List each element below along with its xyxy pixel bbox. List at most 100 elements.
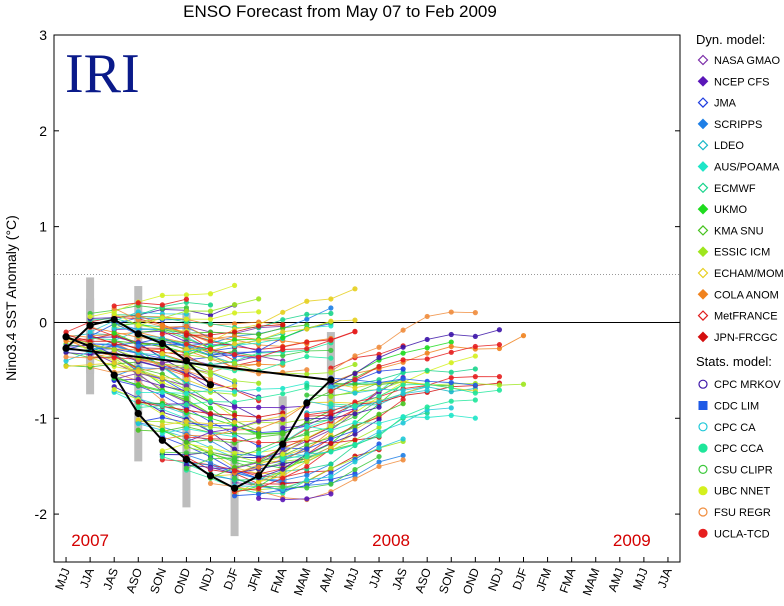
observed-point [110,315,118,324]
forecast-point [207,456,214,462]
legend-label: CPC CCA [714,443,764,455]
forecast-point [304,477,310,483]
forecast-point [159,315,165,321]
forecast-point [135,300,141,306]
legend-heading-dynamical: Dyn. model: [696,32,765,47]
y-axis-ticks: -2 -1 0 1 2 3 [35,27,680,522]
forecast-point [183,439,190,445]
forecast-point [159,454,165,460]
observed-point [62,344,70,352]
forecast-point [256,404,262,410]
forecast-point [183,387,190,393]
forecast-point [304,311,310,317]
legend-marker [698,486,708,496]
forecast-point [424,404,430,410]
forecast-point [304,298,310,304]
forecast-line [65,330,139,362]
legend-marker [697,203,709,215]
legend-label: FSU REGR [714,507,771,519]
forecast-point [207,346,214,352]
legend-label: CSU CLIPR [714,464,773,476]
forecast-point [231,351,238,358]
x-tick-label: JAS [100,566,121,591]
forecast-point [256,478,262,485]
x-tick-label: MJJ [341,566,362,591]
forecast-point [207,411,214,417]
forecast-point [183,426,190,432]
forecast-point [135,343,141,349]
forecast-point [159,389,165,395]
forecast-point [231,329,238,335]
forecast-point [135,399,141,405]
forecast-point [280,335,286,341]
forecast-point [183,372,190,378]
legend-marker [697,54,709,66]
forecast-point [448,331,454,338]
forecast-line [330,329,500,385]
forecast-point [304,367,310,373]
forecast-point [231,333,238,339]
legend-label: ECHAM/MOM [714,268,784,280]
forecast-point [159,331,165,337]
observed-point [86,342,94,351]
forecast-point [87,355,93,361]
forecast-point [328,474,334,480]
forecast-point [376,380,382,386]
forecast-point [352,427,358,434]
forecast-point [304,416,310,422]
legend-label: CPC MRKOV [714,379,781,391]
forecast-point [472,397,478,403]
forecast-point [352,329,358,335]
forecast-line [114,298,187,307]
forecast-point [87,333,93,339]
x-tick-label: SON [436,566,458,595]
forecast-point [256,418,262,424]
forecast-point [207,480,214,487]
forecast-point [256,296,262,302]
forecast-line [138,324,307,335]
forecast-point [400,327,406,333]
legend-marker [697,331,709,343]
forecast-line [258,493,331,501]
legend-label: AUS/POAMA [714,162,780,174]
forecast-point [472,366,478,372]
forecast-point [207,376,214,382]
forecast-point [207,415,214,421]
forecast-point [496,387,503,393]
forecast-point [400,344,406,350]
forecast-point [159,374,165,381]
legend-marker [697,161,709,172]
forecast-point [304,346,310,352]
forecast-point [424,367,430,374]
forecast-point [231,310,238,316]
observed-point [134,330,142,338]
legend-marker [697,139,709,151]
forecast-point [207,291,214,297]
observed-point [62,333,70,341]
forecast-line [138,382,307,394]
forecast-line [234,383,404,493]
forecast-point [280,352,286,359]
forecast-point [472,415,478,421]
x-tick-label: ASO [412,566,434,595]
forecast-point [328,481,334,487]
legend: Dyn. model: NASA GMAO NCEP CFS JMA SCRIPPS LD… [696,32,784,540]
forecast-line [330,345,404,369]
legend-label: NCEP CFS [714,76,769,88]
forecast-point [256,348,262,354]
forecast-point [304,412,310,418]
forecast-point [183,390,190,396]
forecast-point [256,386,262,392]
forecast-point [280,322,286,328]
forecast-point [304,496,310,502]
forecast-point [256,331,262,338]
forecast-point [304,429,310,436]
forecast-line [186,409,356,444]
forecast-point [231,378,238,384]
x-tick-label: NDJ [485,566,506,593]
x-tick-label: AMJ [605,566,626,593]
forecast-point [183,434,190,440]
forecast-point [87,329,93,335]
forecast-point [111,303,117,309]
